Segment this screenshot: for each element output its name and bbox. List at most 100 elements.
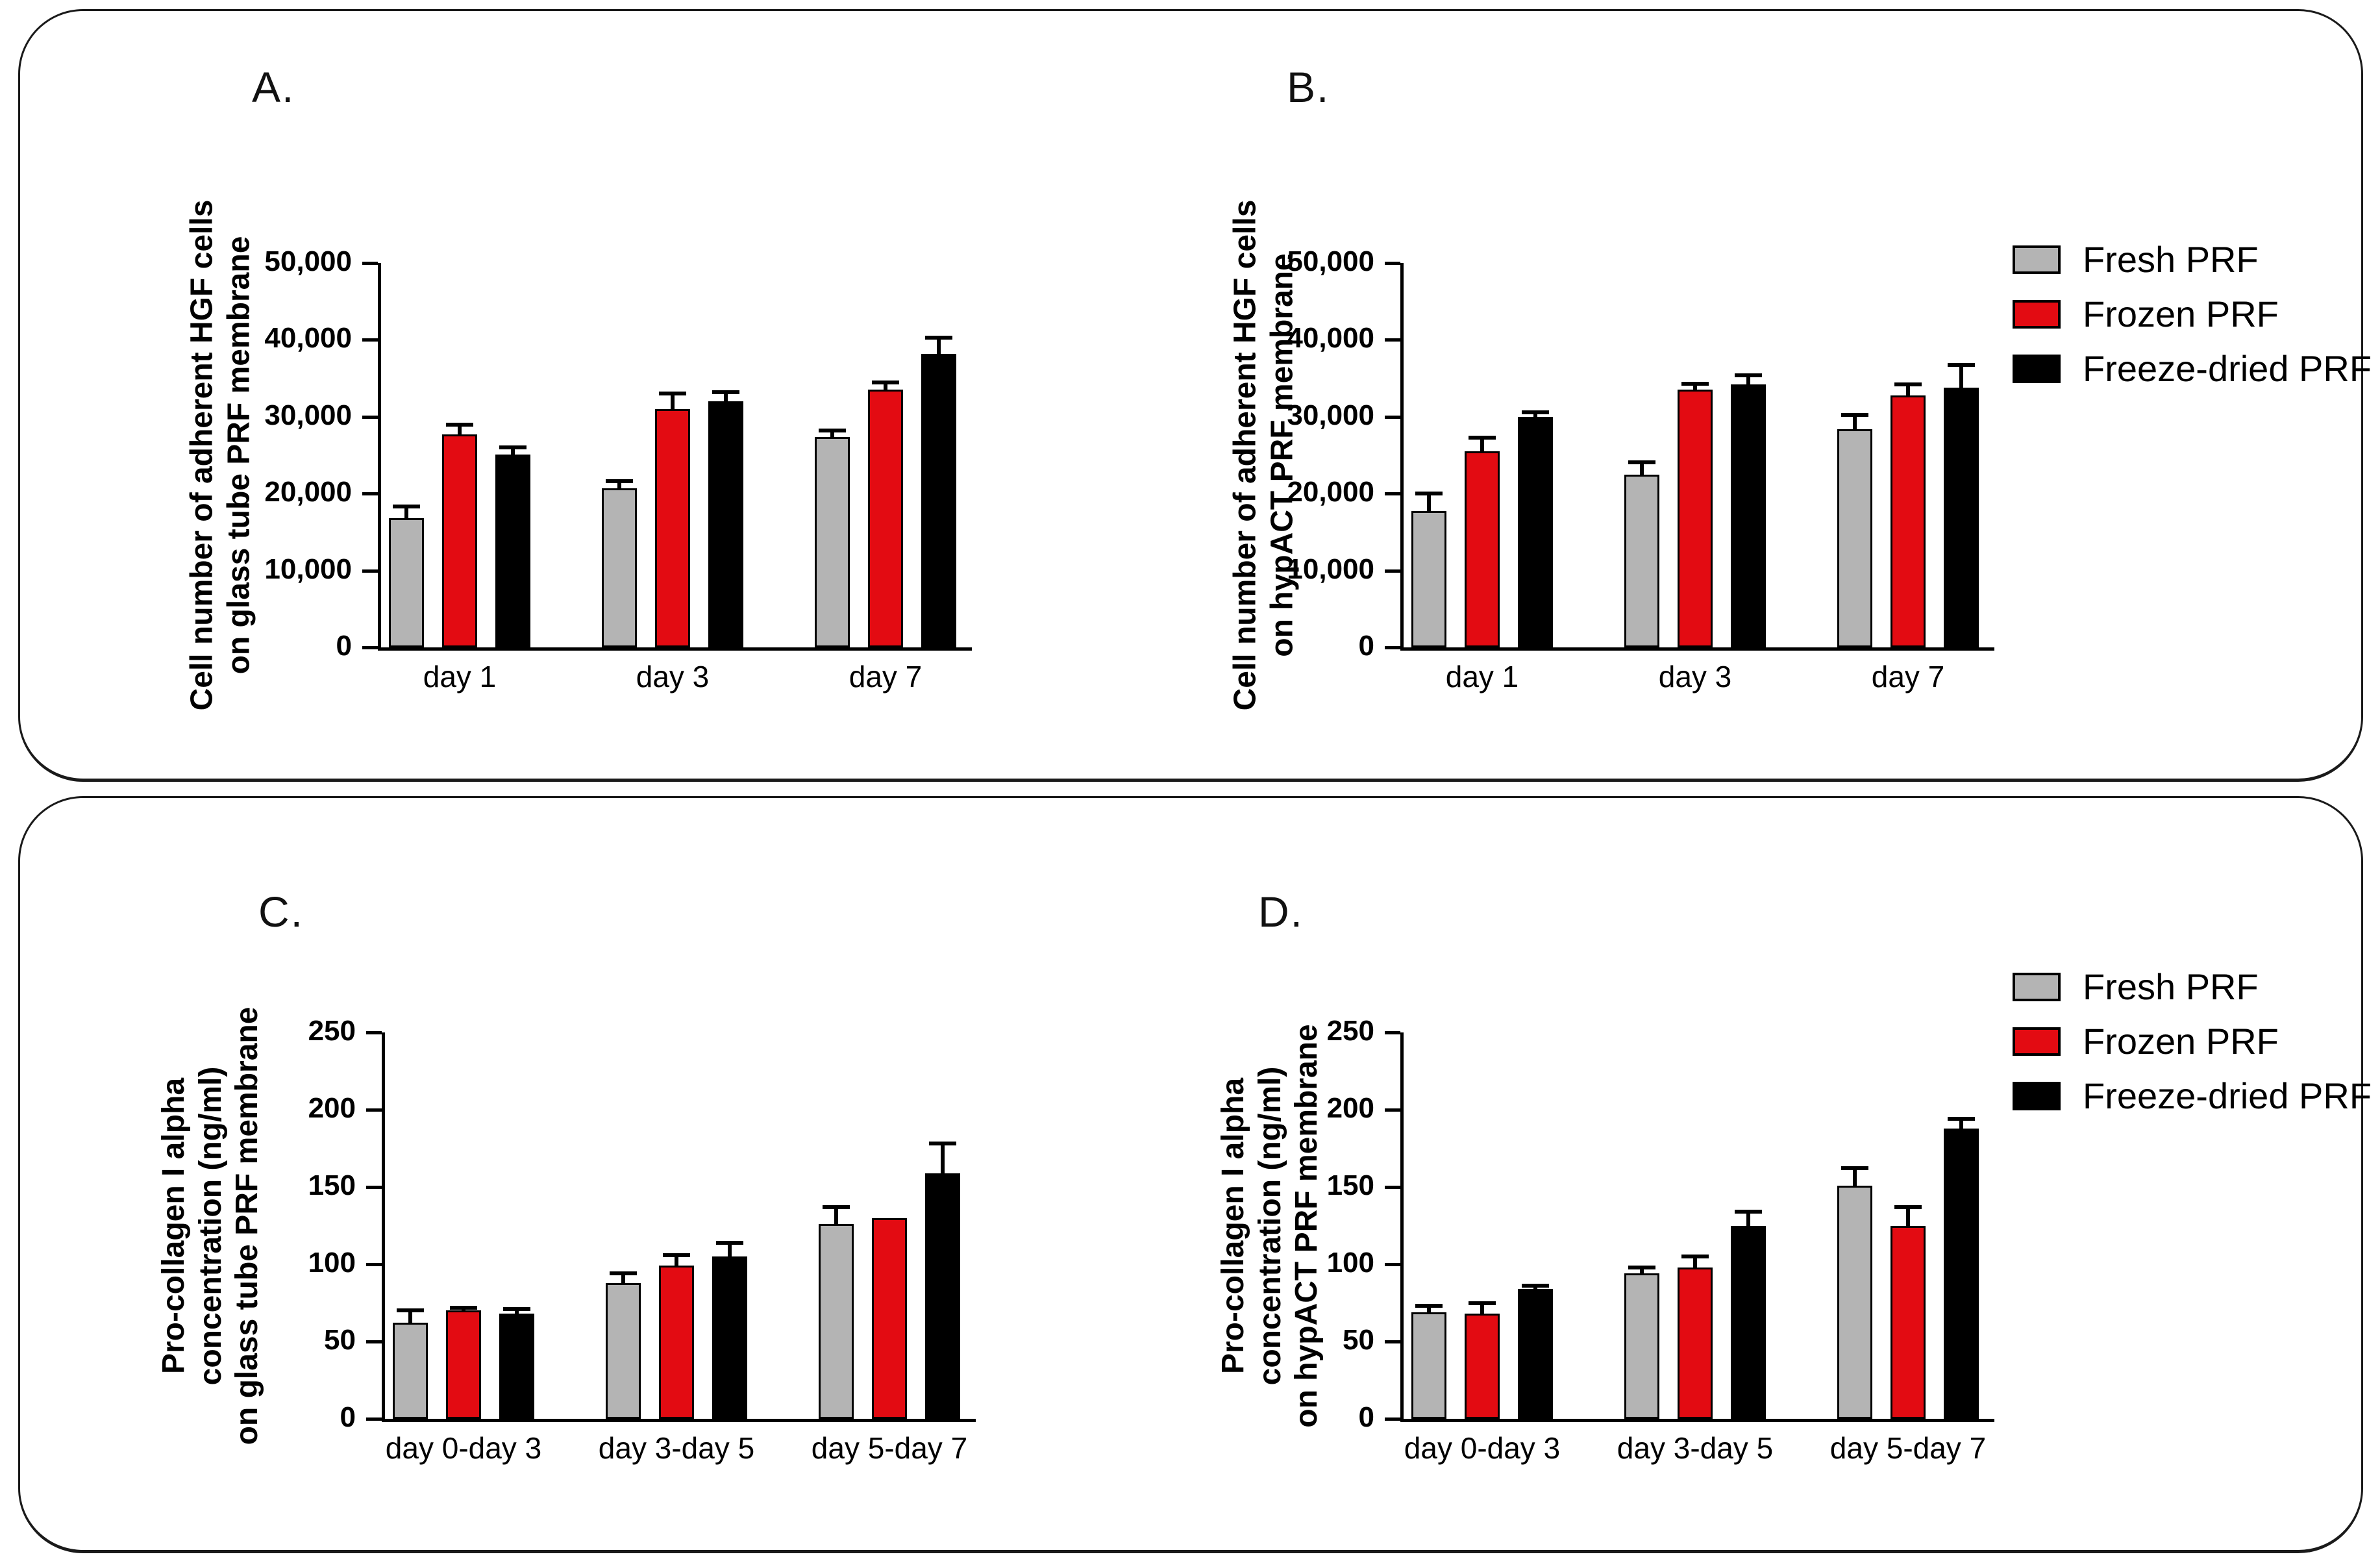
error-bar-stem [1746,1212,1750,1226]
bar-freeze-dried-prf [1518,1289,1553,1419]
error-bar-stem [1640,1267,1644,1274]
bar-frozen-prf [655,408,690,647]
bar-frozen-prf [868,390,903,647]
y-tick-label: 20,000 [264,476,352,508]
bar-frozen-prf [1890,395,1926,647]
error-bar-stem [1427,493,1431,512]
bar-frozen-prf [659,1266,694,1419]
y-tick-mark [1385,415,1400,419]
bar-fresh-prf [1411,1312,1446,1419]
panel-d-plot: 0 50 100 150 200 250 Pro-collagen I alpha conce… [1216,1017,1994,1463]
legend-item-label: Frozen PRF [2083,293,2279,334]
error-bar-cap [712,390,739,394]
error-bar-cap [1681,381,1709,386]
y-tick-mark [362,262,378,265]
error-bar-cap [1415,492,1443,496]
category-label: day 3-day 5 [598,1431,755,1465]
category-label: day 7 [849,660,923,693]
y-tick-mark [362,415,378,419]
y-tick-label: 100 [308,1247,356,1279]
error-bar-stem [458,424,462,435]
y-tick-mark [362,569,378,573]
error-bar-stem [1853,415,1857,429]
y-axis-title: Cell number of adherent HGF cells on glas… [184,199,256,711]
error-bar-stem [621,1273,625,1283]
error-bar-stem [617,481,621,488]
legend-item-label: Fresh PRF [2083,966,2259,1007]
error-bar-stem [1853,1168,1857,1186]
y-tick-label: 10,000 [264,553,352,585]
category-label: day 3 [636,660,710,693]
y-tick-label: 0 [340,1401,356,1433]
bar-fresh-prf [606,1282,641,1419]
legend-item-label: Fresh PRF [2083,239,2259,280]
legend-item-frozen-prf: Frozen PRF [2013,296,2372,332]
error-bar-cap [393,505,420,509]
y-axis-title: Pro-collagen I alpha concentration (ng/ml… [156,1006,265,1445]
error-bar-stem [675,1255,678,1266]
fresh-prf-swatch-icon [2013,973,2061,1001]
y-tick-label: 150 [308,1169,356,1201]
y-tick-mark [366,1108,382,1112]
bar-frozen-prf [1678,390,1713,647]
error-bar-stem [1746,375,1750,385]
bar-frozen-prf [872,1218,907,1419]
fresh-prf-swatch-icon [2013,245,2061,274]
y-tick-label: 40,000 [264,322,352,355]
y-tick-label: 200 [308,1092,356,1124]
error-bar-cap [1948,1117,1975,1121]
error-bar-stem [834,1206,838,1225]
error-bar-cap [610,1271,637,1276]
error-bar-cap [1894,1205,1922,1209]
y-tick-mark [1385,262,1400,265]
legend-top: Fresh PRF Frozen PRF Freeze-dried PRF [2013,242,2372,405]
bar-freeze-dried-prf [1944,1128,1979,1419]
y-tick-label: 50,000 [264,245,352,277]
frozen-prf-swatch-icon [2013,1027,2061,1056]
bar-freeze-dried-prf [1518,416,1553,647]
category-label: day 0-day 3 [1404,1431,1561,1465]
error-bar-cap [819,429,846,433]
bar-freeze-dried-prf [1731,1225,1766,1419]
y-tick-mark [1385,569,1400,573]
y-tick-label: 10,000 [1287,553,1374,585]
error-bar-stem [830,431,834,437]
y-tick-mark [1385,492,1400,496]
error-bar-cap [663,1253,690,1257]
y-tick-label: 40,000 [1287,322,1374,355]
y-tick-mark [1385,1108,1400,1112]
category-label: day 0-day 3 [385,1431,542,1465]
y-tick-label: 50 [1343,1324,1374,1356]
y-tick-mark [1385,1186,1400,1189]
bar-freeze-dried-prf [1944,387,1979,647]
y-tick-mark [1385,338,1400,342]
y-tick-mark [1385,1263,1400,1266]
error-bar-stem [671,393,675,409]
error-bar-cap [1681,1255,1709,1259]
error-bar-cap [446,422,473,427]
error-bar-cap [659,392,686,396]
error-bar-cap [1522,1284,1549,1288]
y-tick-mark [366,1340,382,1343]
bar-freeze-dried-prf [499,1314,534,1419]
y-tick-mark [1385,646,1400,649]
category-label: day 3 [1658,660,1732,693]
y-tick-mark [366,1263,382,1266]
bar-fresh-prf [389,518,424,647]
error-bar-cap [1628,1265,1655,1269]
error-bar-cap [925,335,952,340]
y-tick-label: 100 [1326,1247,1374,1279]
legend-item-frozen-prf: Frozen PRF [2013,1023,2372,1060]
legend-item-label: Freeze-dried PRF [2083,348,2372,389]
category-label: day 1 [1445,660,1519,693]
bar-freeze-dried-prf [921,353,956,647]
error-bar-cap [1415,1304,1443,1308]
freeze-dried-prf-swatch-icon [2013,1082,2061,1110]
error-bar-cap [1948,363,1975,368]
error-bar-stem [515,1309,519,1314]
y-tick-mark [362,492,378,496]
error-bar-stem [511,447,515,455]
panel-b-plot: 0 10,000 20,000 30,000 40,000 50,000 Cell numb… [1228,200,1994,710]
bar-fresh-prf [1624,1273,1659,1419]
legend-item-freeze-dried-prf: Freeze-dried PRF [2013,1078,2372,1114]
